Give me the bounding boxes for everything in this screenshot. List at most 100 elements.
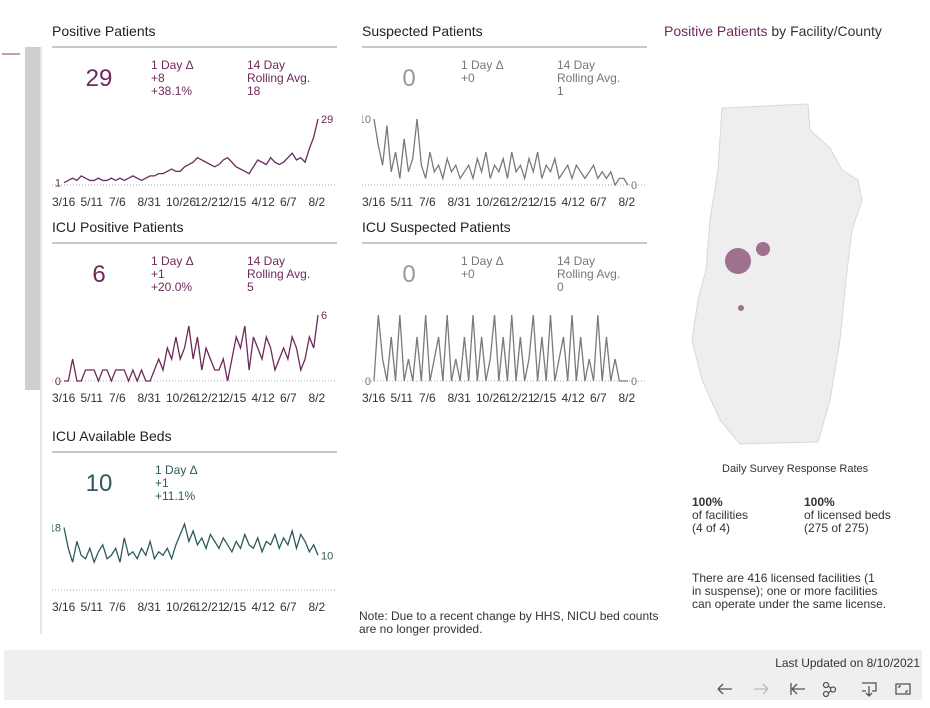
x-tick-label: 2/15 <box>533 195 557 209</box>
delta-pct: +11.1% <box>155 489 196 503</box>
facility-bubble[interactable] <box>738 305 744 311</box>
x-tick-label: 8/2 <box>308 391 326 405</box>
delta: +0 <box>461 267 475 281</box>
delta-block: 1 Day Δ +1 +11.1% <box>155 464 198 503</box>
x-tick-label: 6/7 <box>280 195 297 209</box>
x-tick-label: 12/21 <box>194 195 225 209</box>
delta-label: 1 Day Δ <box>151 58 194 72</box>
sparkline: 1810 <box>52 521 337 591</box>
avg-label: 14 Day Rolling Avg. <box>247 254 311 281</box>
x-tick-label: 7/6 <box>109 600 126 614</box>
facilities-pct: 100% <box>692 495 723 509</box>
x-tick-label: 8/31 <box>447 195 471 209</box>
undo-button[interactable] <box>717 683 732 695</box>
beds-pct: 100% <box>804 495 835 509</box>
county-shape <box>691 103 863 445</box>
avg: 1 <box>557 84 564 98</box>
x-tick-label: 12/21 <box>504 195 535 209</box>
license-note: There are 416 licensed facilities (1 in … <box>692 571 887 611</box>
x-tick-label: 10/26 <box>476 391 507 405</box>
download-button[interactable] <box>862 682 877 697</box>
redo-button[interactable] <box>754 683 769 695</box>
x-tick-label: 4/12 <box>251 391 275 405</box>
x-tick-label: 5/11 <box>390 195 413 209</box>
facilities-count: (4 of 4) <box>692 521 731 535</box>
end-label: 0 <box>631 376 637 388</box>
delta-block: 1 Day Δ +0 <box>461 255 504 281</box>
x-tick-label: 8/2 <box>308 600 326 614</box>
x-tick-label: 2/15 <box>223 391 247 405</box>
last-updated: Last Updated on 8/10/2021 <box>775 656 920 670</box>
x-tick-label: 4/12 <box>561 391 585 405</box>
x-tick-label: 3/16 <box>52 391 76 405</box>
x-tick-label: 12/21 <box>504 391 535 405</box>
map <box>691 103 863 445</box>
delta-label: 1 Day Δ <box>461 58 504 72</box>
x-tick-label: 12/21 <box>194 600 225 614</box>
trend-line <box>373 314 628 382</box>
delta-label: 1 Day Δ <box>155 463 198 477</box>
revert-button[interactable] <box>790 683 805 695</box>
panel-title: ICU Suspected Patients <box>362 219 511 235</box>
panel-title: ICU Available Beds <box>52 428 172 444</box>
x-tick-label: 7/6 <box>109 195 126 209</box>
beds-count: (275 of 275) <box>804 521 869 535</box>
x-tick-label: 5/11 <box>80 391 103 405</box>
scrollbar[interactable] <box>25 47 40 390</box>
big-value: 10 <box>85 470 113 497</box>
start-label: 0 <box>55 376 61 388</box>
x-tick-label: 7/6 <box>109 391 126 405</box>
x-tick-label: 6/7 <box>590 195 607 209</box>
avg-label: 14 Day Rolling Avg. <box>247 58 311 85</box>
x-tick-label: 10/26 <box>166 600 197 614</box>
avg: 18 <box>247 84 261 98</box>
start-label: 0 <box>365 376 371 388</box>
x-tick-label: 2/15 <box>223 195 247 209</box>
x-tick-label: 2/15 <box>223 600 247 614</box>
x-tick-label: 4/12 <box>251 195 275 209</box>
delta: +0 <box>461 71 475 85</box>
survey-beds: 100% of licensed beds (275 of 275) <box>804 496 891 535</box>
start-label: 1 <box>55 178 61 190</box>
facility-bubble[interactable] <box>756 242 770 256</box>
sparkline: 1 29 <box>52 114 337 190</box>
avg-label: 14 Day Rolling Avg. <box>557 58 621 85</box>
x-tick-label: 8/31 <box>137 195 161 209</box>
title-rule <box>362 46 647 48</box>
fullscreen-button[interactable] <box>895 683 911 695</box>
facility-bubble[interactable] <box>725 248 751 274</box>
x-tick-label: 5/11 <box>80 195 103 209</box>
x-tick-label: 10/26 <box>476 195 507 209</box>
x-tick-label: 8/2 <box>308 195 326 209</box>
sparkline: 06 <box>52 310 337 388</box>
x-tick-label: 8/31 <box>137 391 161 405</box>
avg: 0 <box>557 280 564 294</box>
delta-block: 1 Day Δ +1 +20.0% <box>151 255 194 294</box>
trend-line <box>63 118 319 184</box>
end-label: 0 <box>631 180 637 192</box>
x-tick-label: 5/11 <box>80 600 103 614</box>
facilities-label: of facilities <box>692 508 749 522</box>
trend-line <box>64 314 319 383</box>
big-value: 29 <box>85 65 113 92</box>
share-button[interactable] <box>822 681 837 698</box>
x-tick-label: 10/26 <box>166 195 197 209</box>
x-tick-label: 10/26 <box>166 391 197 405</box>
title-rule <box>52 242 337 244</box>
big-value: 0 <box>402 261 416 288</box>
delta-pct: +38.1% <box>151 84 193 98</box>
avg-block: 14 Day Rolling Avg. 18 <box>247 59 319 98</box>
delta-block: 1 Day Δ +0 <box>461 59 504 85</box>
x-tick-label: 7/6 <box>419 195 436 209</box>
avg-label: 14 Day Rolling Avg. <box>557 254 621 281</box>
big-value: 0 <box>402 65 416 92</box>
x-tick-label: 3/16 <box>362 391 386 405</box>
end-label: 10 <box>321 550 333 562</box>
title-rule <box>362 242 647 244</box>
avg-block: 14 Day Rolling Avg. 5 <box>247 255 319 294</box>
trend-line <box>373 118 629 187</box>
map-title-rest: by Facility/County <box>771 23 882 39</box>
delta-block: 1 Day Δ +8 +38.1% <box>151 59 194 98</box>
